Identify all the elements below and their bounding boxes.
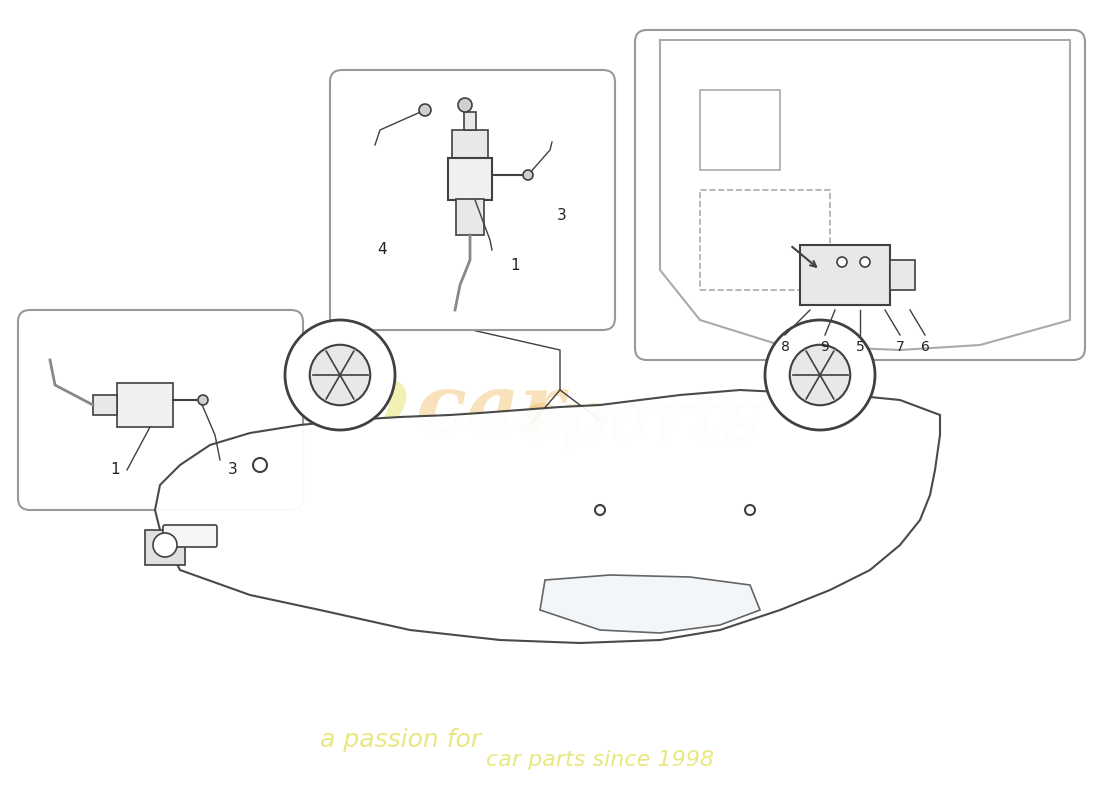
Text: eparts: eparts (517, 386, 763, 454)
Circle shape (285, 320, 395, 430)
Circle shape (837, 257, 847, 267)
Bar (464, 112, 476, 130)
Circle shape (745, 505, 755, 515)
Text: 1: 1 (110, 462, 120, 478)
Circle shape (310, 345, 371, 406)
Bar (452, 130, 488, 160)
Bar (145, 530, 185, 565)
Text: 7: 7 (895, 340, 904, 354)
Bar (456, 199, 484, 235)
Text: 8: 8 (781, 340, 790, 354)
Text: uro: uro (250, 360, 410, 440)
Bar (800, 245, 890, 305)
Circle shape (522, 170, 534, 180)
Text: car: car (416, 370, 564, 450)
Bar (700, 90, 780, 170)
Circle shape (198, 395, 208, 405)
Circle shape (595, 505, 605, 515)
FancyBboxPatch shape (18, 310, 303, 510)
Circle shape (458, 98, 472, 112)
Circle shape (153, 533, 177, 557)
Text: 3: 3 (557, 207, 566, 222)
Polygon shape (540, 575, 760, 633)
Text: 6: 6 (921, 340, 929, 354)
Circle shape (419, 104, 431, 116)
Text: 9: 9 (821, 340, 829, 354)
Text: a passion for: a passion for (319, 728, 481, 752)
FancyBboxPatch shape (635, 30, 1085, 360)
Text: 1: 1 (510, 258, 520, 273)
Text: 4: 4 (377, 242, 387, 258)
Text: 3: 3 (228, 462, 238, 478)
FancyBboxPatch shape (163, 525, 217, 547)
Bar (117, 383, 173, 427)
FancyBboxPatch shape (330, 70, 615, 330)
Circle shape (764, 320, 875, 430)
Bar (890, 260, 915, 290)
Text: car parts since 1998: car parts since 1998 (486, 750, 714, 770)
Bar (448, 158, 492, 200)
Polygon shape (155, 390, 940, 643)
Circle shape (860, 257, 870, 267)
Bar (94, 395, 117, 415)
Text: 5: 5 (856, 340, 865, 354)
Circle shape (790, 345, 850, 406)
Bar (700, 190, 830, 290)
Circle shape (253, 458, 267, 472)
Text: e: e (144, 326, 216, 434)
